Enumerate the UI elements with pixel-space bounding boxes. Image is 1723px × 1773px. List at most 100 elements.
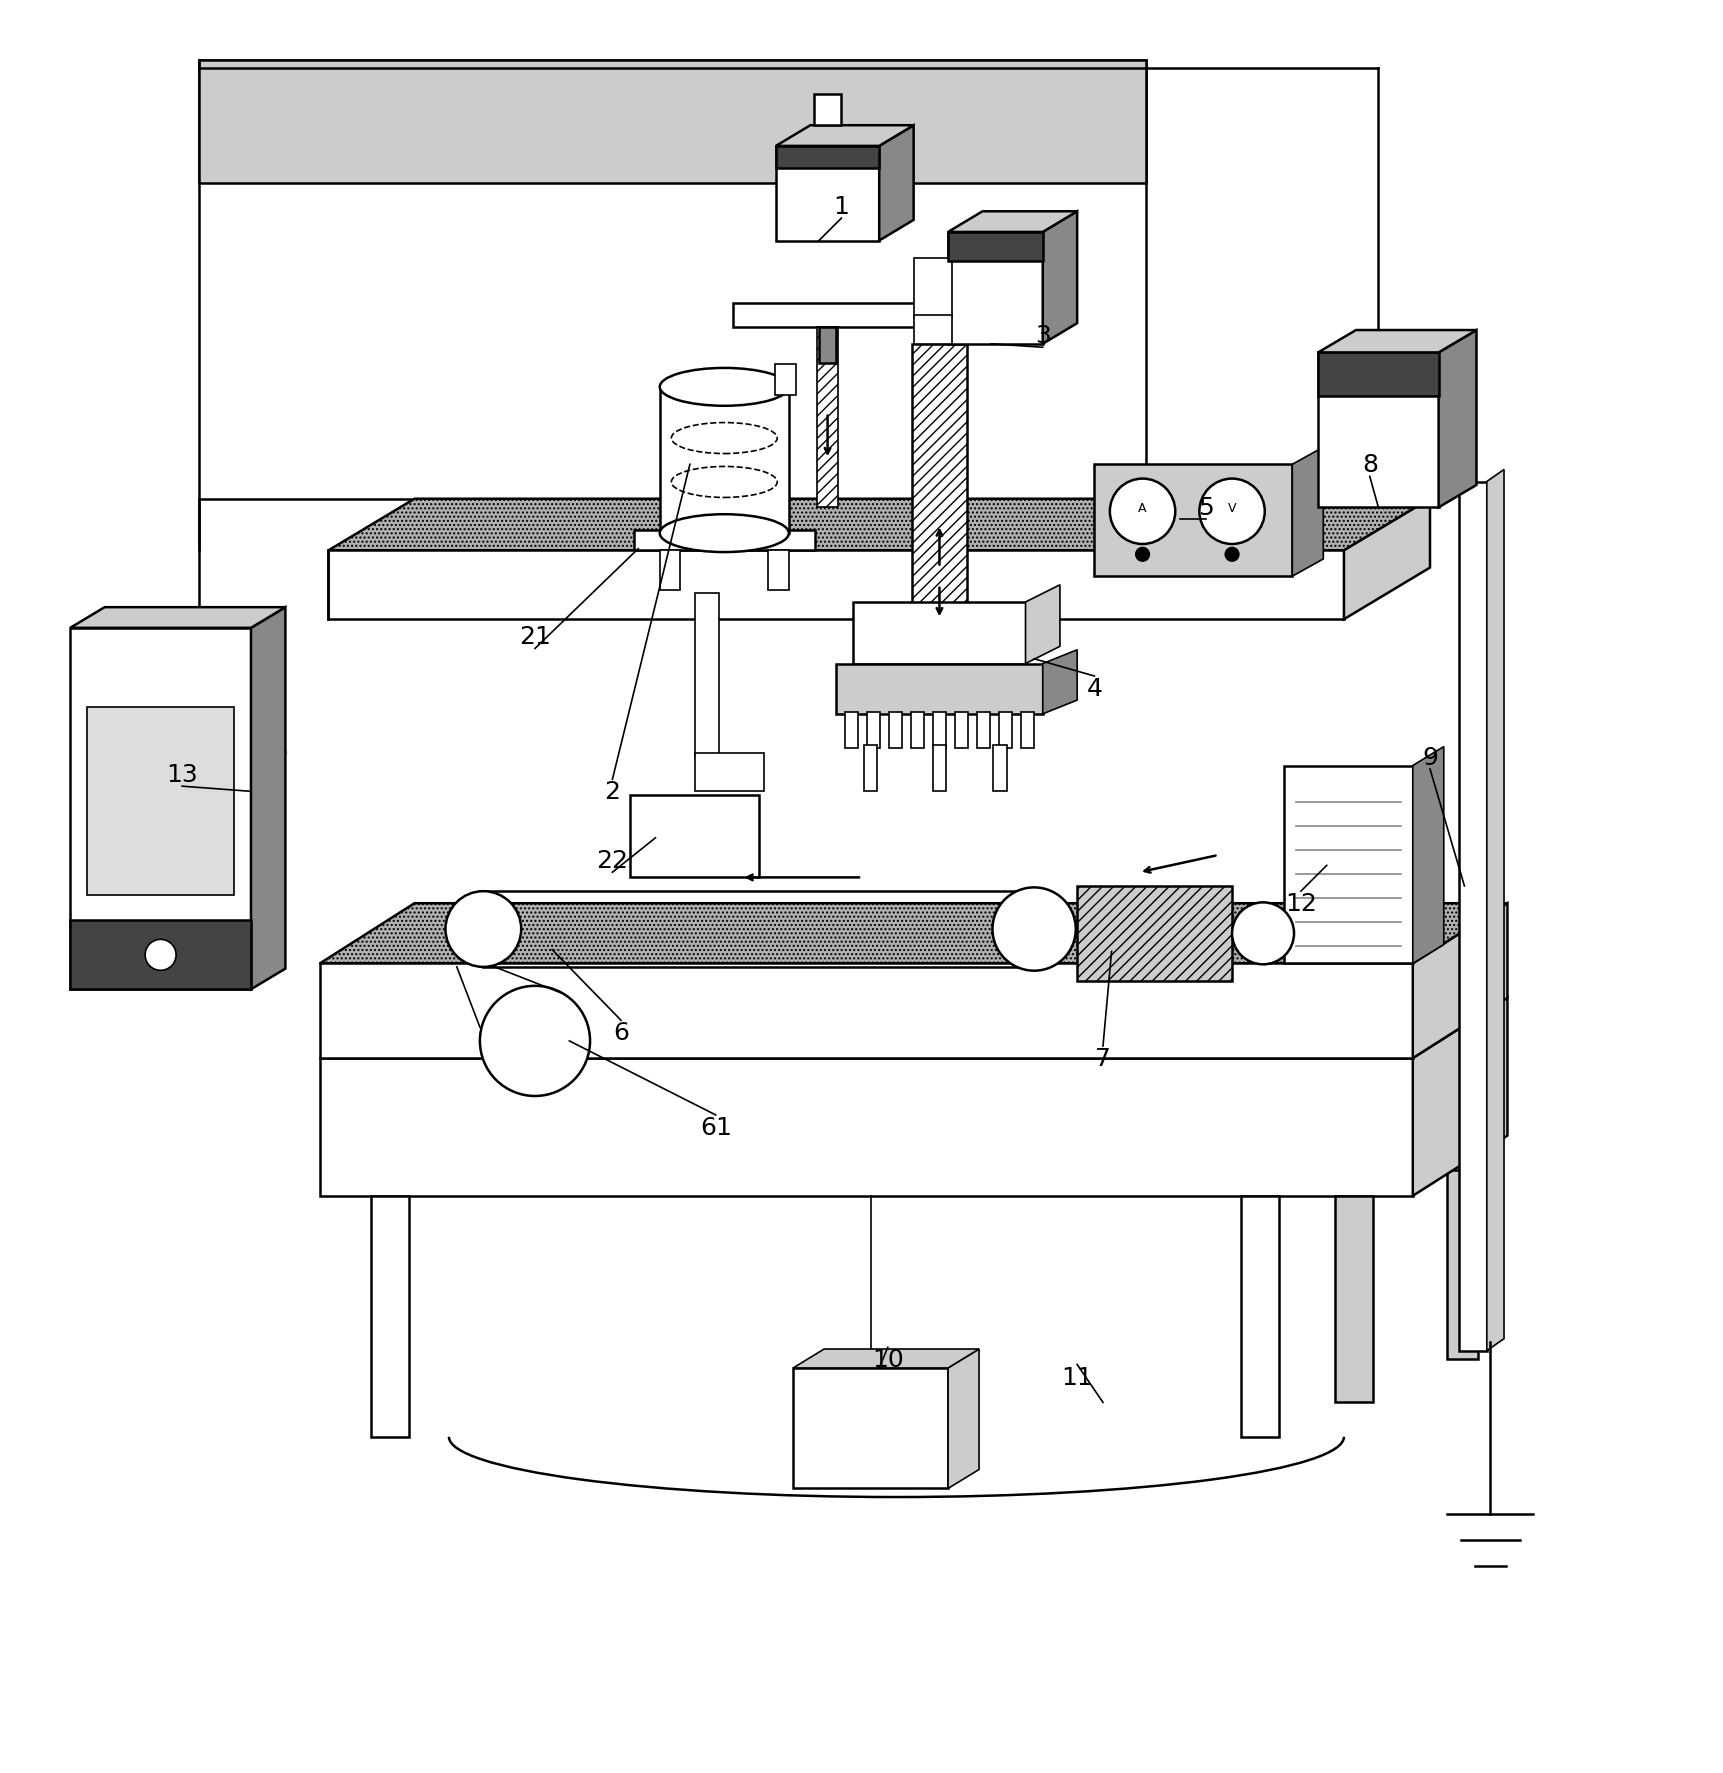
Bar (867, 713, 879, 748)
Polygon shape (1292, 449, 1323, 576)
Bar (818, 328, 836, 363)
Bar (327, 551, 1344, 621)
Text: V: V (1227, 502, 1235, 516)
Polygon shape (948, 1349, 979, 1489)
Text: 61: 61 (700, 1115, 731, 1140)
Polygon shape (879, 126, 913, 241)
Bar (853, 603, 1025, 665)
Bar (889, 713, 901, 748)
Bar (817, 328, 837, 509)
Bar (913, 259, 951, 319)
Text: 8: 8 (1361, 454, 1377, 477)
Bar (320, 1058, 1411, 1197)
Circle shape (1225, 548, 1239, 562)
Bar (660, 388, 789, 534)
Text: 10: 10 (872, 1347, 903, 1372)
Text: 21: 21 (519, 626, 551, 649)
Circle shape (992, 888, 1075, 972)
Bar (660, 551, 681, 590)
Polygon shape (1411, 998, 1506, 1197)
Bar (634, 530, 815, 551)
Bar (694, 754, 763, 793)
Text: 11: 11 (1061, 1365, 1092, 1388)
Text: 7: 7 (1094, 1046, 1110, 1071)
Polygon shape (948, 213, 1077, 232)
Text: 9: 9 (1421, 745, 1437, 769)
Text: 2: 2 (605, 780, 620, 803)
Circle shape (145, 940, 176, 972)
Bar (1241, 1197, 1278, 1436)
Text: 1: 1 (832, 195, 849, 220)
Polygon shape (1042, 213, 1077, 344)
Circle shape (1232, 902, 1294, 965)
Bar (932, 745, 946, 793)
Polygon shape (1025, 585, 1060, 665)
Bar (863, 745, 877, 793)
Bar (998, 713, 1011, 748)
Polygon shape (1437, 332, 1475, 509)
Bar (775, 147, 879, 168)
Bar (1318, 353, 1437, 509)
Bar (844, 713, 858, 748)
Bar (948, 232, 1042, 344)
Text: 13: 13 (165, 762, 198, 787)
Bar (320, 965, 1411, 1058)
Polygon shape (1344, 500, 1428, 621)
Bar (1318, 353, 1437, 397)
Bar (768, 551, 789, 590)
Text: 12: 12 (1284, 892, 1316, 915)
Bar (911, 344, 967, 628)
Bar (775, 147, 879, 241)
Polygon shape (1042, 651, 1077, 715)
Bar (948, 232, 1042, 262)
Circle shape (1199, 479, 1265, 544)
Polygon shape (1318, 332, 1475, 353)
Bar (813, 96, 841, 126)
Bar (88, 707, 234, 895)
Ellipse shape (660, 369, 789, 406)
Text: 6: 6 (613, 1021, 629, 1044)
Bar (836, 665, 1042, 715)
Bar (793, 1369, 948, 1489)
Bar (71, 920, 252, 989)
Bar (1020, 713, 1034, 748)
Polygon shape (1411, 904, 1506, 1058)
Bar (1094, 465, 1292, 576)
Circle shape (445, 892, 520, 968)
Polygon shape (320, 904, 1506, 965)
Bar (200, 60, 1146, 500)
Bar (1446, 1170, 1477, 1360)
Bar (629, 796, 758, 878)
Ellipse shape (660, 514, 789, 553)
Bar (913, 316, 951, 344)
Bar (1458, 482, 1485, 1351)
Polygon shape (793, 1349, 979, 1369)
Bar (1077, 886, 1232, 980)
Bar (992, 745, 1006, 793)
Bar (775, 365, 796, 395)
Polygon shape (71, 608, 286, 628)
Text: 5: 5 (1197, 496, 1213, 519)
Polygon shape (1485, 470, 1502, 1351)
Text: A: A (1137, 502, 1146, 516)
Bar (200, 60, 1146, 184)
Bar (932, 713, 946, 748)
Bar (911, 713, 924, 748)
Bar (71, 628, 252, 989)
Bar (977, 713, 989, 748)
Bar (1284, 766, 1411, 965)
Polygon shape (252, 608, 286, 989)
Polygon shape (1411, 746, 1442, 965)
Text: 4: 4 (1085, 677, 1101, 700)
Bar (732, 303, 922, 328)
Circle shape (1135, 548, 1149, 562)
Circle shape (479, 986, 589, 1096)
Polygon shape (775, 126, 913, 147)
Text: 3: 3 (1034, 324, 1049, 348)
Bar (1335, 1197, 1373, 1402)
Bar (370, 1197, 408, 1436)
Polygon shape (327, 500, 1428, 551)
Bar (694, 594, 718, 757)
Circle shape (1110, 479, 1175, 544)
Text: 22: 22 (596, 849, 629, 872)
